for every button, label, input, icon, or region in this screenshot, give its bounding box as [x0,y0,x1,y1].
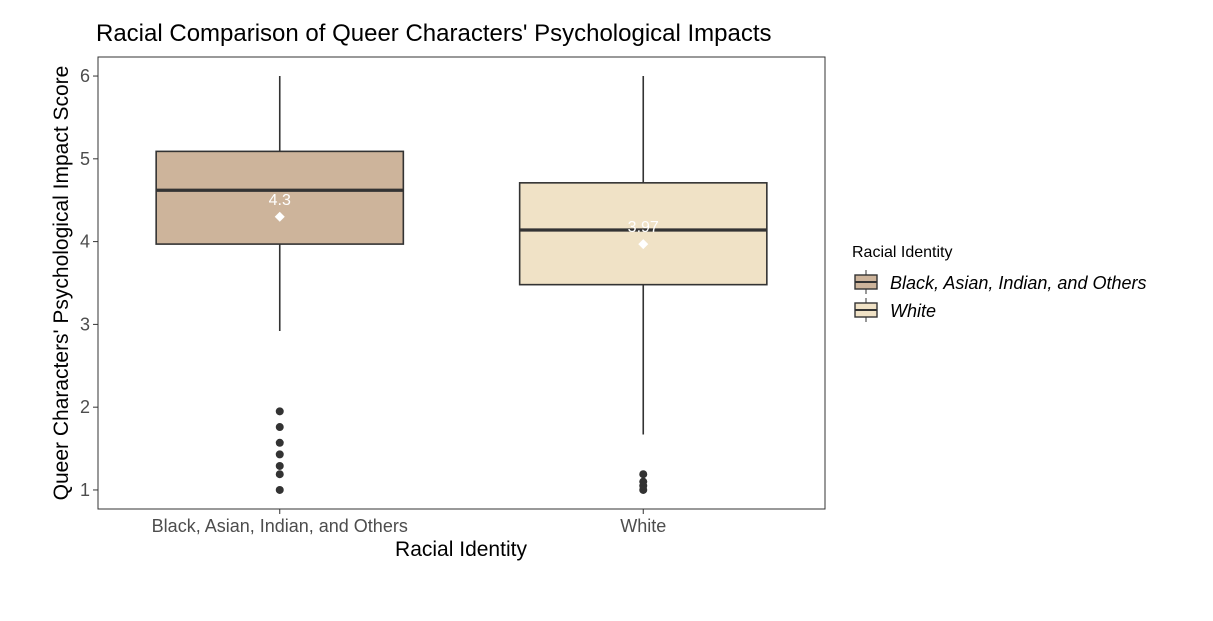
outlier-point [275,450,284,459]
outlier-point [275,407,284,416]
chart-title: Racial Comparison of Queer Characters' P… [96,20,772,47]
y-tick-label: 4 [80,232,90,252]
y-tick-label: 5 [80,149,90,169]
y-tick-label: 6 [80,66,90,86]
mean-label: 4.3 [269,192,291,209]
y-axis: 1 2 3 4 5 6 [80,66,98,500]
outlier-point [639,470,648,479]
outlier-point [275,438,284,447]
mean-label: 3.97 [628,219,659,236]
outlier-point [275,485,284,494]
outlier-point [275,423,284,432]
legend-label: White [890,301,936,321]
boxes-layer: 4.3 3.97 [155,76,768,494]
outlier-point [639,477,648,486]
x-axis: Black, Asian, Indian, and Others White [152,509,666,536]
legend-title: Racial Identity [852,244,953,261]
x-tick-label: Black, Asian, Indian, and Others [152,516,408,536]
mean-marker [274,211,285,222]
y-tick-label: 3 [80,314,90,334]
x-tick-label: White [620,516,666,536]
x-axis-title: Racial Identity [395,538,527,561]
mean-marker [638,239,649,250]
legend-label: Black, Asian, Indian, and Others [890,273,1146,293]
outlier-point [275,461,284,470]
y-tick-label: 1 [80,480,90,500]
legend: Racial Identity Black, Asian, Indian, an… [852,244,1146,322]
box-group: 3.97 [518,76,768,494]
box-group: 4.3 [155,76,405,494]
legend-item: Black, Asian, Indian, and Others [854,270,1146,294]
outlier-point [275,470,284,479]
legend-item: White [854,298,936,322]
y-axis-title: Queer Characters' Psychological Impact S… [50,66,73,501]
box-iqr [518,182,768,286]
y-tick-label: 2 [80,397,90,417]
box-iqr [155,150,405,245]
